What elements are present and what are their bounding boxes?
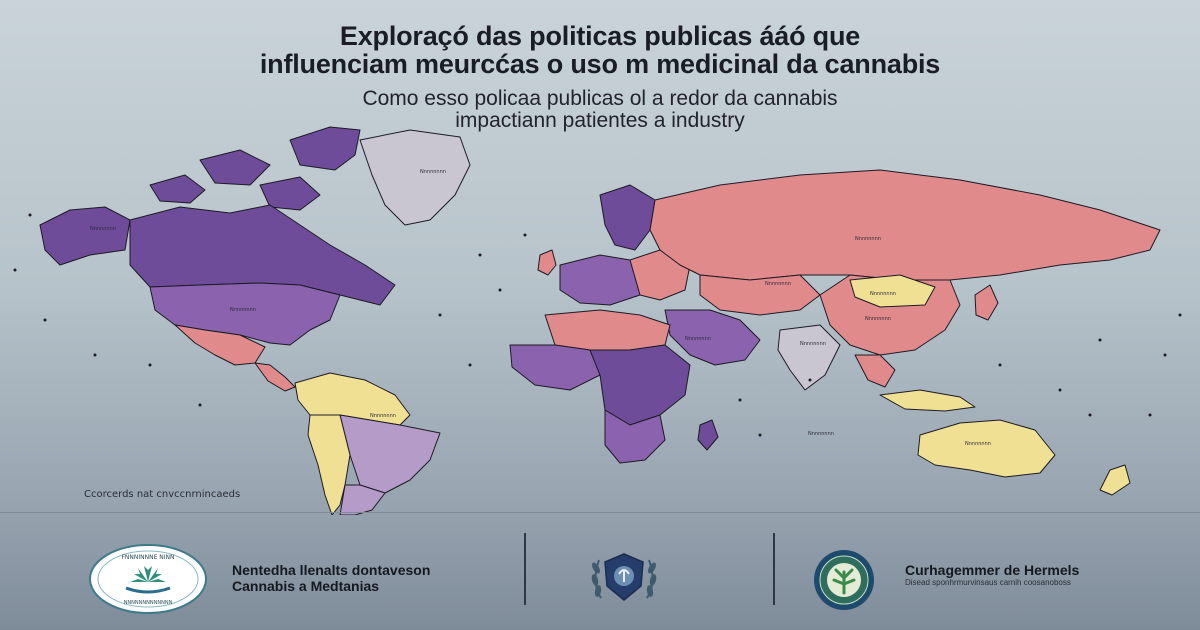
madagascar-region: [697, 419, 719, 451]
central-africa-region: [589, 344, 691, 426]
left-organization: Nentedha llenalts dontaveson Cannabis a …: [232, 562, 430, 594]
map-label: Nnnnnnnn: [765, 281, 791, 287]
map-label: Nnnnnnnn: [865, 316, 891, 322]
map-label: Nnnnnnnn: [685, 336, 711, 342]
footer-divider-right: [773, 533, 775, 605]
cannabis-leaf-icon: FNNNINNNE NINN NNNNNNNNNNNNN: [89, 544, 207, 614]
north-africa-region: [544, 309, 671, 351]
map-label: Nnnnnnnn: [420, 169, 446, 175]
map-label: Nnnnnnnn: [870, 291, 896, 297]
argentina-region: [339, 484, 386, 515]
map-label: Nnnnnnnn: [808, 431, 834, 437]
new-zealand-region: [1099, 464, 1131, 496]
world-map: Nnnnnnnn Nnnnnnnn Nnnnnnnn Nnnnnnnn Nnnn…: [13, 126, 1182, 515]
page-title: Exploraçó das politicas publicas ááó que…: [0, 22, 1200, 78]
map-label: Nnnnnnnn: [965, 441, 991, 447]
right-organization-line-2: Disead sponhrmurvinsaus carnih coosanobo…: [905, 578, 1071, 587]
right-organization-line-1: Curhagemmer de Hermels: [905, 562, 1080, 578]
scandinavia-region: [599, 184, 656, 251]
laurel-emblem-icon: [591, 553, 657, 601]
footer-divider-left: [524, 533, 526, 605]
arctic-islands-region: [149, 126, 361, 211]
header: Exploraçó das politicas publicas ááó que…: [0, 22, 1200, 132]
subtitle-line-1: Como esso policaa publicas ol a redor da…: [362, 87, 838, 110]
west-africa-region: [509, 344, 601, 391]
left-badge-top-text: FNNNINNNE NINN: [121, 554, 174, 561]
map-caption: Ccorcerds nat cnvccnrnincaeds: [84, 489, 241, 500]
middle-east-region: [664, 309, 761, 366]
map-label: Nnnnnnnn: [90, 226, 116, 232]
central-america-region: [254, 362, 296, 392]
brazil-region: [339, 414, 441, 494]
title-line-1: Exploraçó das politicas publicas ááó que: [339, 21, 861, 51]
southeast-asia-region: [854, 354, 896, 388]
map-label: Nnnnnnnn: [800, 341, 826, 347]
map-label: Nnnnnnnn: [370, 413, 396, 419]
southern-africa-region: [604, 409, 666, 464]
title-line-2: influenciam meurcćas o uso m medicinal d…: [259, 49, 941, 79]
west-south-america-region: [307, 414, 351, 515]
left-badge-bottom-text: NNNNNNNNNNNNN: [124, 600, 173, 606]
page-subtitle: Como esso policaa publicas ol a redor da…: [0, 88, 1200, 132]
map-label: Nnnnnnnn: [855, 236, 881, 242]
india-region: [777, 324, 841, 391]
region-labels: Nnnnnnnn Nnnnnnnn Nnnnnnnn Nnnnnnnn Nnnn…: [90, 169, 991, 447]
australia-region: [917, 419, 1056, 478]
mongolia-region: [849, 274, 936, 308]
indonesia-region: [879, 389, 976, 412]
alaska-region: [39, 206, 131, 266]
left-organization-line-2: Cannabis a Medtanias: [232, 578, 380, 594]
footer-rule: [0, 512, 1200, 513]
left-organization-line-1: Nentedha llenalts dontaveson: [232, 562, 431, 578]
japan-region: [974, 284, 999, 321]
subtitle-line-2: impactiann patientes a industry: [455, 109, 745, 132]
uk-region: [537, 249, 557, 276]
map-dots: [13, 213, 1182, 437]
globe-leaf-icon: [814, 550, 874, 610]
central-asia-region: [699, 274, 821, 316]
russia-region: [649, 169, 1161, 281]
right-organization: Curhagemmer de Hermels Disead sponhrmurv…: [905, 562, 1079, 588]
usa-region: [149, 282, 341, 346]
map-label: Nnnnnnnn: [230, 307, 256, 313]
greenland-region: [359, 129, 471, 226]
